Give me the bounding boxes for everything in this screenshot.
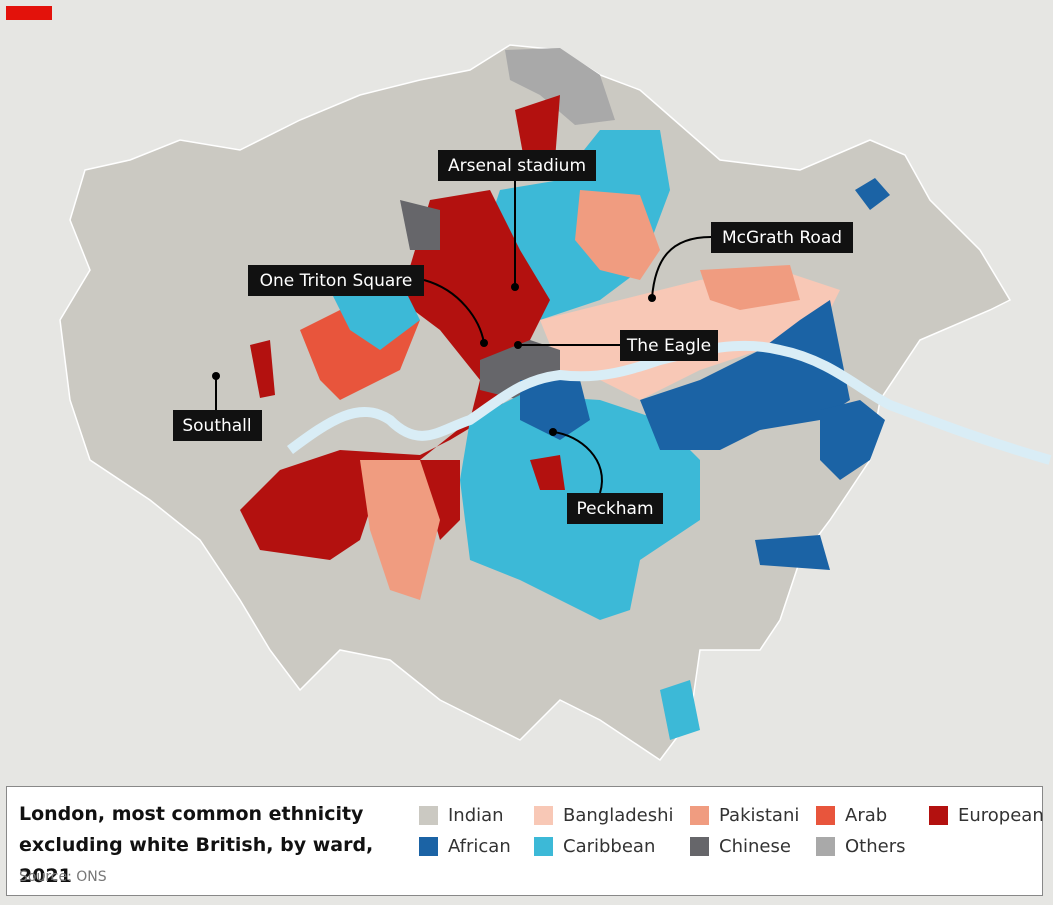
region (505, 48, 615, 125)
legend-item: Indian (419, 805, 504, 826)
annotation: McGrath Road (711, 222, 853, 253)
region (515, 95, 560, 165)
region (240, 190, 550, 560)
legend-item: European (929, 805, 1044, 826)
legend-item: African (419, 836, 511, 857)
legend-label: Others (845, 836, 906, 857)
annotation: Peckham (567, 493, 663, 524)
leaders (215, 180, 712, 494)
river (287, 340, 1052, 465)
legend-item: Pakistani (690, 805, 799, 826)
legend-label: Pakistani (719, 805, 800, 826)
annotation-label: Arsenal stadium (448, 156, 586, 176)
legend-swatch (816, 806, 835, 825)
region (530, 455, 565, 490)
legend-item: Chinese (690, 836, 791, 857)
title: London, most common ethnicity excluding … (19, 803, 374, 887)
legend-label: Caribbean (563, 836, 656, 857)
region (250, 340, 275, 398)
annotation: One Triton Square (248, 265, 424, 296)
region (330, 280, 420, 350)
annotation-label: Peckham (576, 499, 653, 519)
legend-swatch (419, 806, 438, 825)
annotation-label: One Triton Square (260, 271, 413, 291)
legend-swatch (690, 806, 709, 825)
region (360, 460, 440, 600)
legend-swatch (419, 837, 438, 856)
legend-item: Arab (816, 805, 887, 826)
region (520, 380, 590, 440)
legend-panel: London, most common ethnicity excluding … (6, 786, 1044, 896)
dots (212, 283, 656, 436)
brand-tag (6, 6, 52, 20)
legend-label: Arab (845, 805, 888, 826)
source: Source: ONS (19, 869, 107, 885)
legend-label: Indian (448, 805, 504, 826)
annotation: Southall (173, 410, 262, 441)
region (755, 535, 830, 570)
legend-swatch (690, 837, 709, 856)
annotation: Arsenal stadium (438, 150, 596, 181)
region (660, 680, 700, 740)
region (855, 178, 890, 210)
region (640, 300, 850, 450)
legend-swatch (534, 837, 553, 856)
legend-swatch (929, 806, 948, 825)
legend-item: Caribbean (534, 836, 655, 857)
legend-label: European (958, 805, 1044, 826)
annotation-label: Southall (182, 416, 251, 436)
region (700, 265, 800, 310)
legend-label: Chinese (719, 836, 791, 857)
legend-swatch (534, 806, 553, 825)
region (400, 200, 440, 250)
region (575, 190, 660, 280)
annotation-label: The Eagle (626, 336, 711, 356)
annotation: The Eagle (620, 330, 718, 361)
legend-label: African (448, 836, 511, 857)
legend-item: Others (816, 836, 906, 857)
annotation-label: McGrath Road (722, 228, 842, 248)
legend-label: Bangladeshi (563, 805, 674, 826)
legend-swatch (816, 837, 835, 856)
region (820, 400, 885, 480)
map: Arsenal stadium McGrath Road One Triton … (6, 6, 1052, 762)
legend-item: Bangladeshi (534, 805, 674, 826)
